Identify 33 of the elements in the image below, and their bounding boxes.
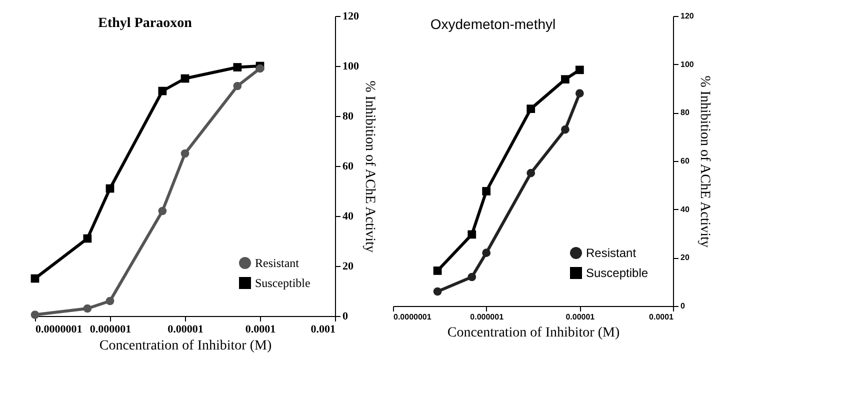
x-tick-label: 0.001 (310, 324, 336, 336)
chart-title: Oxydemeton-methyl (430, 16, 556, 32)
legend-label: Resistant (255, 256, 300, 270)
y-tick-label: 0 (680, 302, 686, 310)
x-axis-title: Concentration of Inhibitor (M) (447, 326, 620, 340)
y-tick-label: 40 (680, 204, 690, 214)
legend-label: Susceptible (255, 276, 310, 290)
y-tick-label: 100 (342, 60, 360, 72)
y-tick-label: 60 (342, 160, 354, 172)
x-tick-label: 0.000001 (90, 324, 132, 336)
y-tick-label: 20 (680, 253, 690, 262)
y-tick-label: 100 (680, 60, 694, 69)
x-tick-label: 0.0000001 (36, 324, 82, 336)
y-axis-title: % Inhibition of AChE Activity (362, 80, 377, 252)
legend-label: Resistant (586, 246, 637, 260)
y-tick-label: 20 (342, 260, 354, 272)
y-axis-title: % Inhibition of AChE Activity (696, 76, 712, 248)
x-tick-label: 0.0000001 (394, 312, 432, 322)
x-tick-label: 0.000001 (470, 312, 504, 322)
x-tick-label: 0.00001 (168, 324, 204, 336)
y-tick-label: 80 (680, 108, 690, 118)
y-tick-label: 80 (342, 110, 354, 122)
legend-label: Susceptible (586, 266, 648, 280)
x-tick-label: 0.00001 (566, 312, 596, 322)
x-tick-label: 0.0001 (245, 324, 276, 336)
y-tick-label: 60 (680, 156, 690, 166)
chart-title: Ethyl Paraoxon (98, 16, 192, 31)
y-tick-label: 120 (342, 10, 360, 22)
x-tick-label: 0.0001 (649, 312, 674, 322)
y-tick-label: 0 (342, 310, 348, 322)
y-tick-label: 40 (342, 210, 354, 222)
y-tick-label: 120 (680, 12, 694, 20)
x-axis-title: Concentration of Inhibitor (M) (99, 338, 272, 354)
